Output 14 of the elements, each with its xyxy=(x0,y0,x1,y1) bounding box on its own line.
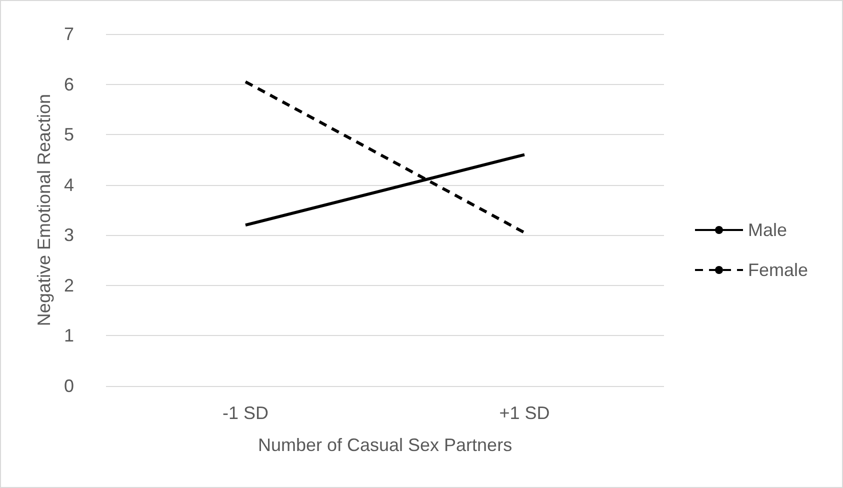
legend-label: Female xyxy=(748,260,808,280)
y-tick-label: 6 xyxy=(64,74,74,94)
y-tick-label: 5 xyxy=(64,124,74,145)
y-tick-label: 3 xyxy=(64,225,74,246)
legend-label: Male xyxy=(748,220,788,240)
y-tick-label: 4 xyxy=(64,174,74,195)
y-axis-title: Negative Emotional Reaction xyxy=(34,94,54,326)
y-tick-label: 7 xyxy=(64,24,74,44)
y-tick-label: 1 xyxy=(64,326,74,346)
x-tick-label: +1 SD xyxy=(499,403,550,423)
y-tick-label: 2 xyxy=(64,275,74,296)
x-tick-label: -1 SD xyxy=(222,403,269,423)
y-tick-label: 0 xyxy=(64,376,74,396)
x-axis-title: Number of Casual Sex Partners xyxy=(258,435,512,455)
